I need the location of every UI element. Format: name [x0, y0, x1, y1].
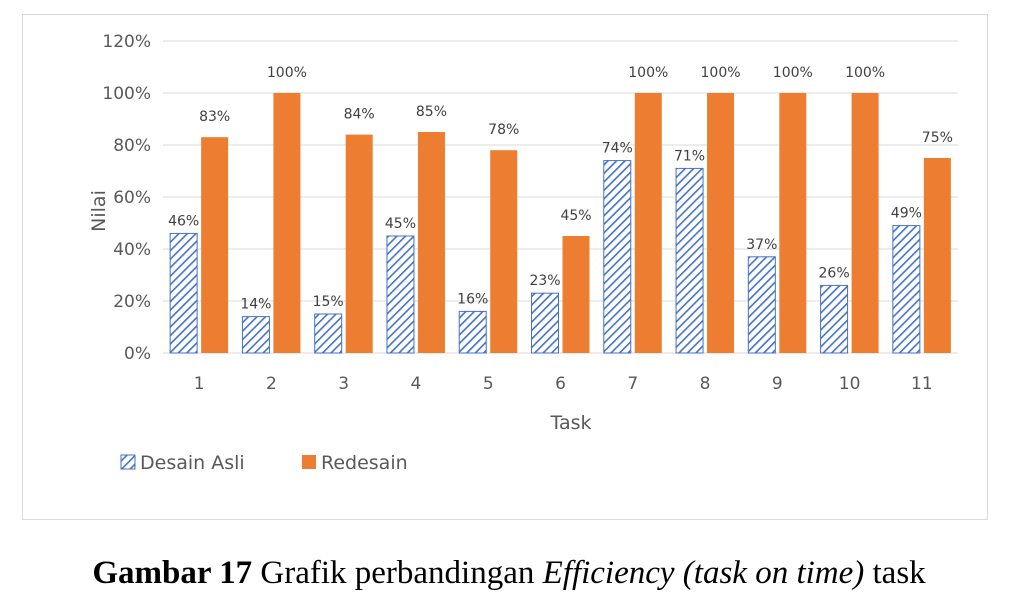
bar-redesain-11	[923, 158, 951, 353]
data-label-desain-asli-7: 74%	[602, 141, 633, 157]
bar-redesain-5	[490, 150, 518, 353]
bar-desain-asli-8	[675, 167, 704, 354]
bar-redesain-10	[851, 93, 879, 353]
bar-redesain-6	[562, 236, 590, 353]
caption-text-after: task	[864, 555, 926, 591]
data-label-desain-asli-10: 26%	[819, 265, 850, 281]
bar-chart: 0% 20% 40% 60% 80% 100% 120% 46% 83% 14% 100% 15% 8…	[88, 32, 958, 474]
data-label-desain-asli-11: 49%	[891, 206, 922, 222]
y-axis-ticks: 0% 20% 40% 60% 80% 100% 120%	[102, 32, 151, 364]
legend-swatch-desain-asli	[120, 454, 136, 470]
bar-redesain-7	[634, 93, 662, 353]
data-label-desain-asli-9: 37%	[746, 237, 777, 253]
data-label-redesain-10: 100%	[845, 65, 885, 81]
bar-desain-asli-2	[241, 316, 270, 354]
figure-caption: Gambar 17 Grafik perbandingan Efficiency…	[0, 548, 1018, 598]
bar-redesain-8	[707, 93, 735, 353]
data-label-redesain-3: 84%	[344, 107, 375, 123]
y-tick-label: 100%	[102, 84, 151, 104]
data-label-redesain-8: 100%	[701, 65, 741, 81]
data-label-desain-asli-5: 16%	[457, 291, 488, 307]
caption-label: Gambar 17	[92, 555, 253, 591]
bar-desain-asli-5	[458, 310, 487, 354]
x-axis-title: Task	[549, 412, 591, 434]
caption-italic: Efficiency (task on time)	[542, 555, 865, 591]
bar-redesain-4	[417, 132, 445, 353]
x-tick-label-8: 8	[700, 374, 711, 394]
caption-text-before: Grafik perbandingan	[252, 555, 543, 591]
data-labels: 46% 83% 14% 100% 15% 84% 45% 85% 16% 78% 23% 45% 74%…	[168, 65, 953, 313]
x-axis-ticks: 1 2 3 4 5 6 7 8 9 10 11	[194, 374, 933, 394]
chart-frame: 0% 20% 40% 60% 80% 100% 120% 46% 83% 14% 100% 15% 8…	[22, 14, 988, 520]
x-tick-label-5: 5	[483, 374, 494, 394]
bar-desain-asli-9	[747, 256, 776, 354]
data-label-desain-asli-1: 46%	[168, 213, 199, 229]
legend-label-desain-asli: Desain Asli	[140, 452, 245, 474]
legend-swatch-redesain	[302, 455, 316, 469]
x-tick-label-2: 2	[266, 374, 277, 394]
y-axis-title: Nilai	[88, 190, 110, 232]
bar-desain-asli-6	[531, 292, 559, 354]
data-label-redesain-7: 100%	[628, 65, 668, 81]
bar-desain-asli-3	[314, 313, 343, 354]
legend-label-redesain: Redesain	[321, 452, 408, 474]
y-tick-label: 120%	[102, 32, 151, 52]
bar-desain-asli-1	[169, 232, 198, 354]
y-tick-label: 60%	[113, 188, 151, 208]
data-label-redesain-5: 78%	[488, 122, 519, 138]
data-label-desain-asli-4: 45%	[385, 216, 416, 232]
y-tick-label: 80%	[113, 136, 151, 156]
bars	[169, 93, 951, 354]
data-label-desain-asli-2: 14%	[240, 297, 271, 313]
data-label-desain-asli-6: 23%	[529, 273, 560, 289]
bar-desain-asli-7	[603, 160, 632, 354]
y-tick-label: 20%	[113, 292, 151, 312]
x-tick-label-1: 1	[194, 374, 205, 394]
data-label-redesain-2: 100%	[267, 65, 307, 81]
x-tick-label-3: 3	[338, 374, 349, 394]
data-label-desain-asli-3: 15%	[313, 294, 344, 310]
bar-desain-asli-10	[820, 284, 849, 354]
data-label-redesain-6: 45%	[560, 208, 591, 224]
x-tick-label-4: 4	[411, 374, 422, 394]
x-tick-label-11: 11	[911, 374, 933, 394]
y-tick-label: 40%	[113, 240, 151, 260]
bar-desain-asli-4	[386, 235, 415, 354]
bar-redesain-9	[779, 93, 807, 353]
x-tick-label-10: 10	[839, 374, 861, 394]
data-label-redesain-11: 75%	[922, 130, 953, 146]
legend: Desain Asli Redesain	[120, 452, 408, 474]
bar-redesain-2	[273, 93, 301, 353]
data-label-redesain-4: 85%	[416, 104, 447, 120]
y-tick-label: 0%	[124, 344, 151, 364]
bar-desain-asli-11	[892, 225, 921, 354]
data-label-redesain-9: 100%	[773, 65, 813, 81]
x-tick-label-7: 7	[627, 374, 638, 394]
data-label-desain-asli-8: 71%	[674, 148, 705, 164]
bar-redesain-1	[201, 137, 229, 353]
bar-redesain-3	[345, 134, 373, 353]
x-tick-label-9: 9	[772, 374, 783, 394]
data-label-redesain-1: 83%	[199, 109, 230, 125]
x-tick-label-6: 6	[555, 374, 566, 394]
